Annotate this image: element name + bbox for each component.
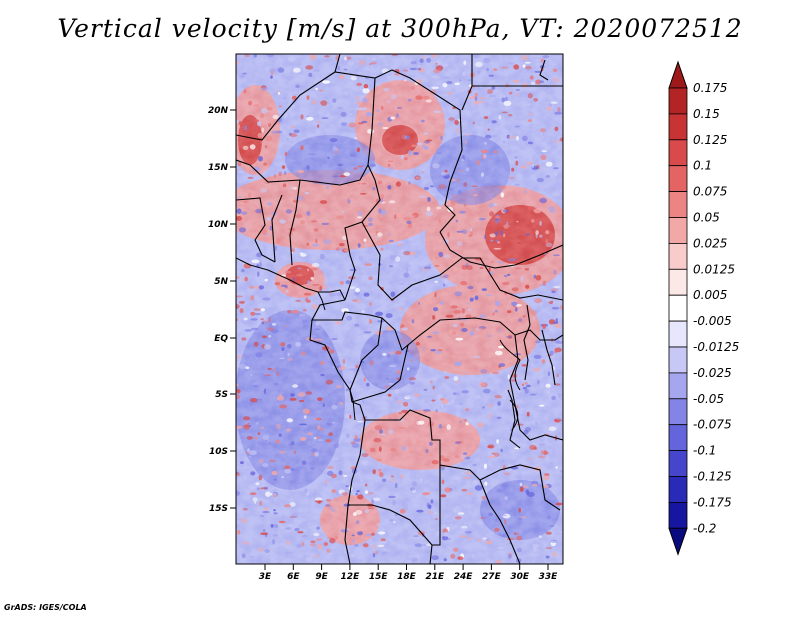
colorbar-top-triangle xyxy=(668,60,688,89)
colorbar-box xyxy=(668,398,688,426)
colorbar-label: -0.2 xyxy=(693,521,716,535)
coastlines xyxy=(236,257,521,431)
colorbar-label: 0.05 xyxy=(693,211,720,225)
lon-label: 18E xyxy=(397,572,417,582)
colorbar-label: -0.1 xyxy=(693,444,716,458)
colorbar-box xyxy=(668,217,688,244)
lon-label: 27E xyxy=(482,572,502,582)
colorbar-box xyxy=(668,139,688,167)
lon-label: 6E xyxy=(287,572,300,582)
colorbar-label: 0.1 xyxy=(693,159,712,173)
lon-label: 33E xyxy=(539,572,559,582)
lon-label: 21E xyxy=(425,572,445,582)
lat-label: 15S xyxy=(209,504,228,514)
lon-label: 9E xyxy=(315,572,328,582)
colorbar-box xyxy=(668,191,688,218)
map-title: Vertical velocity [m/s] at 300hPa, VT: 2… xyxy=(57,14,743,43)
lon-label: 24E xyxy=(454,572,474,582)
colorbar-label: -0.05 xyxy=(693,392,724,406)
grads-credit: GrADS: IGES/COLA xyxy=(4,603,87,612)
colorbar-box xyxy=(668,320,688,348)
colorbar-label: 0.005 xyxy=(693,288,727,302)
colorbar-box xyxy=(668,87,688,115)
colorbar-label: -0.025 xyxy=(693,366,732,380)
lon-label: 15E xyxy=(369,572,389,582)
colorbar-box xyxy=(668,424,688,452)
colorbar-label: -0.005 xyxy=(693,314,732,328)
colorbar-label: 0.025 xyxy=(693,236,727,250)
lat-label: 5N xyxy=(214,277,228,287)
colorbar-box xyxy=(668,113,688,141)
colorbar-box xyxy=(668,294,688,322)
lon-label: 3E xyxy=(259,572,272,582)
colorbar-box xyxy=(668,372,688,400)
colorbar-box xyxy=(668,242,688,270)
colorbar-label: 0.15 xyxy=(693,107,720,121)
vertical-velocity-field xyxy=(236,54,563,564)
colorbar-label: 0.125 xyxy=(693,133,727,147)
lon-label: 12E xyxy=(341,572,361,582)
lat-label: 5S xyxy=(215,390,228,400)
lat-label: 10S xyxy=(209,447,228,457)
colorbar-bottom-triangle xyxy=(668,527,688,556)
colorbar-box xyxy=(668,268,688,296)
colorbar: 0.175 0.15 0.125 0.1 0.075 0.05 0.025 0.0125 0.0… xyxy=(668,60,739,556)
colorbar-label: -0.125 xyxy=(693,470,732,484)
map-frame xyxy=(235,53,564,565)
colorbar-label: 0.175 xyxy=(693,81,727,95)
lat-label: 10N xyxy=(208,220,229,230)
colorbar-box xyxy=(668,501,688,529)
colorbar-label: 0.075 xyxy=(693,185,727,199)
lat-label: 15N xyxy=(208,163,229,173)
lat-label: EQ xyxy=(214,334,228,344)
lat-label: 20N xyxy=(208,106,229,116)
latitude-axis: 20N 15N 10N 5N EQ 5S 10S 15S xyxy=(208,106,236,514)
colorbar-label: -0.075 xyxy=(693,418,732,432)
colorbar-box xyxy=(668,165,688,192)
colorbar-box xyxy=(668,476,688,503)
colorbar-box xyxy=(668,450,688,477)
lon-label: 30E xyxy=(510,572,530,582)
colorbar-label: -0.0125 xyxy=(693,340,739,354)
longitude-axis: 3E 6E 9E 12E 15E 18E 21E 24E 27E 30E 33E xyxy=(259,564,558,582)
country-boundaries xyxy=(236,54,563,564)
colorbar-label: 0.0125 xyxy=(693,262,735,276)
colorbar-label: -0.175 xyxy=(693,495,732,509)
colorbar-box xyxy=(668,346,688,374)
